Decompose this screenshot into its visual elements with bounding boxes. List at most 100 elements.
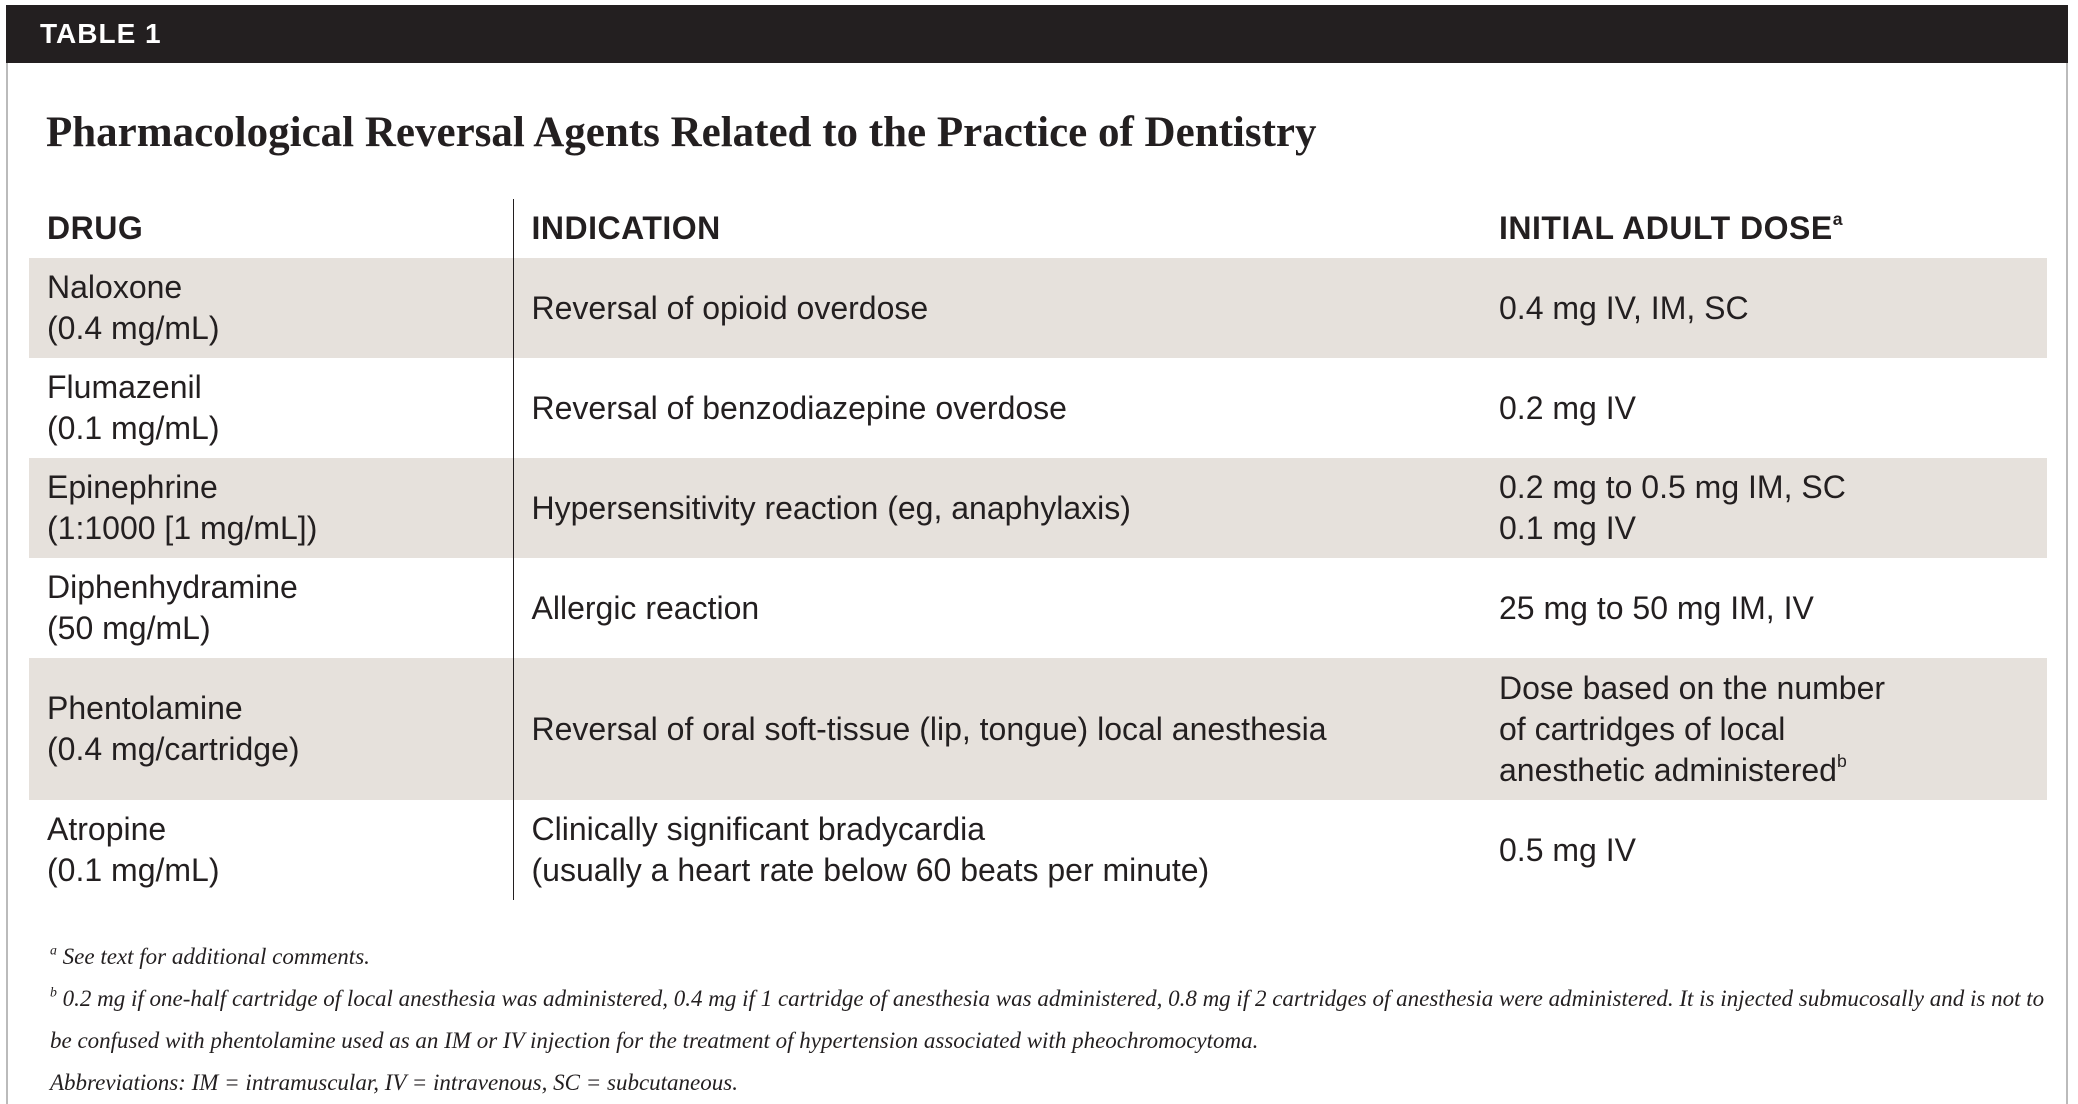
cell-text: Reversal of benzodiazepine overdose — [531, 389, 1067, 426]
cell-line: 0.1 mg IV — [1499, 508, 2047, 549]
header-text: INDICATION — [531, 210, 721, 246]
table-cell: 0.2 mg to 0.5 mg IM, SC 0.1 mg IV — [1481, 458, 2047, 558]
cell-line: Diphenhydramine — [47, 567, 513, 608]
cell-text: (0.4 mg/mL) — [47, 310, 220, 346]
cell-line: (usually a heart rate below 60 beats per… — [532, 850, 1482, 891]
cell-text: Hypersensitivity reaction (eg, anaphylax… — [531, 489, 1131, 526]
footnote-marker: a — [50, 942, 57, 958]
cell-line: 0.4 mg IV, IM, SC — [1499, 288, 2047, 329]
footnotes: a See text for additional comments. b 0.2… — [50, 936, 2060, 1104]
cell-text: 0.5 mg IV — [1499, 831, 1636, 868]
table-cell: Atropine (0.1 mg/mL) — [29, 800, 513, 900]
cell-line: Hypersensitivity reaction (eg, anaphylax… — [532, 488, 1482, 529]
cell-text: (1:1000 [1 mg/mL]) — [47, 510, 318, 546]
cell-text: Naloxone — [47, 269, 183, 305]
cell-line: Reversal of benzodiazepine overdose — [532, 388, 1482, 429]
cell-line: (0.1 mg/mL) — [47, 850, 513, 891]
cell-line: (0.4 mg/mL) — [47, 308, 513, 349]
header-row: DRUG INDICATION INITIAL ADULT DOSEa — [29, 199, 2047, 258]
cell-line: of cartridges of local — [1499, 709, 2047, 750]
table-body: Naloxone (0.4 mg/mL) Reversal of opioid ov… — [29, 258, 2047, 900]
table-row: Naloxone (0.4 mg/mL) Reversal of opioid ov… — [29, 258, 2047, 358]
table-cell: Epinephrine (1:1000 [1 mg/mL]) — [29, 458, 513, 558]
table-cell: 0.4 mg IV, IM, SC — [1481, 258, 2047, 358]
cell-text: (0.4 mg/cartridge) — [47, 731, 300, 767]
table-label: TABLE 1 — [6, 5, 2068, 63]
footnote-text: See text for additional comments. — [62, 944, 370, 969]
cell-line: Reversal of opioid overdose — [532, 288, 1482, 329]
table-cell: Reversal of oral soft-tissue (lip, tongu… — [512, 658, 1482, 800]
cell-line: 0.2 mg IV — [1499, 388, 2047, 429]
cell-line: Clinically significant bradycardia — [532, 809, 1482, 850]
footnote: a See text for additional comments. — [50, 936, 2060, 978]
footnote: b 0.2 mg if one-half cartridge of local … — [50, 978, 2060, 1062]
table-cell: Hypersensitivity reaction (eg, anaphylax… — [512, 458, 1482, 558]
table-row: Flumazenil (0.1 mg/mL) Reversal of benzodi… — [29, 358, 2047, 458]
cell-line: 0.2 mg to 0.5 mg IM, SC — [1499, 467, 2047, 508]
data-table: DRUG INDICATION INITIAL ADULT DOSEa Naloxo… — [29, 199, 2047, 900]
cell-line: 0.5 mg IV — [1499, 830, 2047, 871]
cell-text: Flumazenil — [47, 369, 202, 405]
column-header: INITIAL ADULT DOSEa — [1481, 199, 2047, 258]
cell-line: anesthetic administeredb — [1499, 750, 2047, 791]
column-header: INDICATION — [512, 199, 1481, 258]
superscript: b — [1836, 750, 1847, 771]
table-cell: Naloxone (0.4 mg/mL) — [29, 258, 513, 358]
cell-line: (50 mg/mL) — [47, 608, 513, 649]
table-cell: 0.2 mg IV — [1481, 358, 2047, 458]
cell-text: 0.1 mg IV — [1499, 510, 1636, 546]
header-text: DRUG — [47, 210, 144, 246]
footnote-marker: b — [50, 984, 57, 1000]
cell-text: Atropine — [47, 811, 167, 847]
cell-text: Allergic reaction — [531, 589, 760, 626]
table-cell: Phentolamine (0.4 mg/cartridge) — [29, 658, 513, 800]
table-row: Phentolamine (0.4 mg/cartridge) Reversal o… — [29, 658, 2047, 800]
frame — [6, 5, 2068, 1104]
table-row: Atropine (0.1 mg/mL) Clinically significan… — [29, 800, 2047, 900]
cell-text: (0.1 mg/mL) — [47, 410, 220, 446]
cell-text: of cartridges of local — [1499, 710, 1786, 747]
table-row: Diphenhydramine (50 mg/mL) Allergic reacti… — [29, 558, 2047, 658]
cell-line: Dose based on the number — [1499, 668, 2047, 709]
cell-line: Atropine — [47, 809, 513, 850]
cell-line: Reversal of oral soft-tissue (lip, tongu… — [532, 709, 1482, 750]
cell-line: 25 mg to 50 mg IM, IV — [1499, 588, 2047, 629]
table-title: Pharmacological Reversal Agents Related … — [46, 109, 1317, 156]
footnote: Abbreviations: IM = intramuscular, IV = … — [50, 1062, 2060, 1104]
cell-line: (0.4 mg/cartridge) — [47, 729, 513, 770]
superscript: a — [1832, 208, 1844, 229]
footnote-text: 0.2 mg if one-half cartridge of local an… — [50, 986, 2045, 1053]
table-cell: Reversal of benzodiazepine overdose — [512, 358, 1482, 458]
cell-text: 25 mg to 50 mg IM, IV — [1499, 589, 1814, 626]
table-cell: Clinically significant bradycardia (usual… — [512, 800, 1482, 900]
cell-line: (0.1 mg/mL) — [47, 408, 513, 449]
table-cell: Flumazenil (0.1 mg/mL) — [29, 358, 513, 458]
cell-text: anesthetic administered — [1499, 751, 1837, 788]
table-cell: Diphenhydramine (50 mg/mL) — [29, 558, 513, 658]
table-cell: Allergic reaction — [512, 558, 1482, 658]
cell-text: 0.2 mg to 0.5 mg IM, SC — [1499, 469, 1846, 505]
cell-line: (1:1000 [1 mg/mL]) — [47, 508, 513, 549]
table-cell: Dose based on the number of cartridges of… — [1481, 658, 2047, 800]
cell-text: Diphenhydramine — [47, 569, 298, 605]
table-cell: Reversal of opioid overdose — [512, 258, 1482, 358]
header-text: INITIAL ADULT DOSE — [1499, 210, 1833, 246]
cell-line: Allergic reaction — [532, 588, 1482, 629]
cell-text: 0.2 mg IV — [1499, 389, 1636, 426]
cell-text: (50 mg/mL) — [47, 610, 211, 646]
cell-line: Naloxone — [47, 267, 513, 308]
cell-text: Epinephrine — [47, 469, 218, 505]
cell-text: (usually a heart rate below 60 beats per… — [531, 852, 1210, 888]
cell-text: Clinically significant bradycardia — [531, 811, 986, 847]
table-row: Epinephrine (1:1000 [1 mg/mL]) Hypersensit… — [29, 458, 2047, 558]
cell-text: Phentolamine — [47, 690, 243, 726]
cell-line: Epinephrine — [47, 467, 513, 508]
footnote-text: Abbreviations: IM = intramuscular, IV = … — [50, 1070, 738, 1095]
cell-text: Dose based on the number — [1499, 669, 1886, 706]
cell-line: Phentolamine — [47, 688, 513, 729]
cell-text: 0.4 mg IV, IM, SC — [1499, 289, 1749, 326]
table-cell: 25 mg to 50 mg IM, IV — [1481, 558, 2047, 658]
cell-line: Flumazenil — [47, 367, 513, 408]
cell-text: Reversal of opioid overdose — [531, 289, 929, 326]
